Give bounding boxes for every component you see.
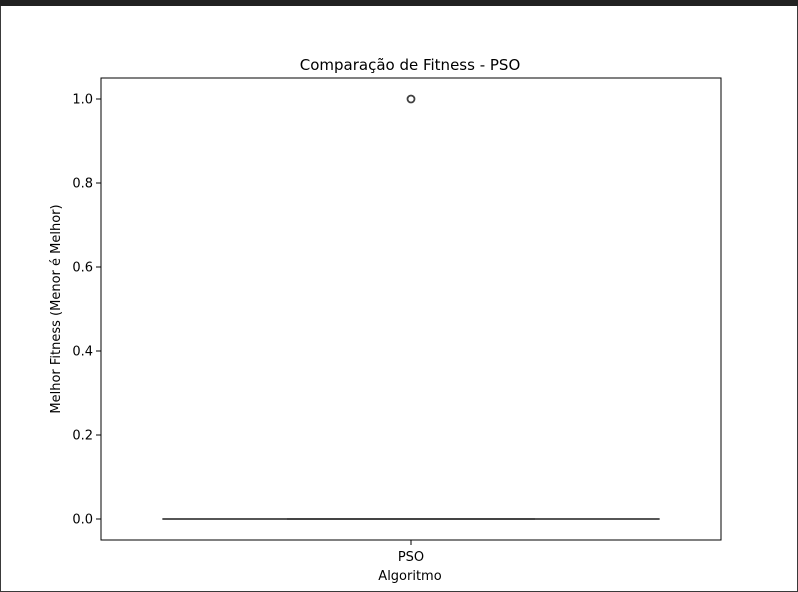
plot-area <box>100 77 722 541</box>
y-tick-label: 1.0 <box>72 93 93 108</box>
y-tick-label: 0.8 <box>72 177 93 192</box>
window-top-bar <box>0 0 798 6</box>
y-tick-label: 0.2 <box>72 429 93 444</box>
outlier-point <box>406 94 416 104</box>
y-tick-label: 0.6 <box>72 261 93 276</box>
y-axis: 0.0 0.2 0.4 0.6 0.8 1.0 <box>72 93 101 528</box>
x-tick-label: PSO <box>398 550 424 565</box>
y-tick-label: 0.0 <box>72 513 93 528</box>
box-marks <box>162 94 660 520</box>
y-axis-title: Melhor Fitness (Menor é Melhor) <box>49 204 64 413</box>
x-axis: PSO <box>398 540 424 565</box>
window-left-edge <box>0 6 1 592</box>
y-tick-label: 0.4 <box>72 345 93 360</box>
chart-title: Comparação de Fitness - PSO <box>300 56 521 74</box>
x-axis-title: Algoritmo <box>378 569 441 584</box>
